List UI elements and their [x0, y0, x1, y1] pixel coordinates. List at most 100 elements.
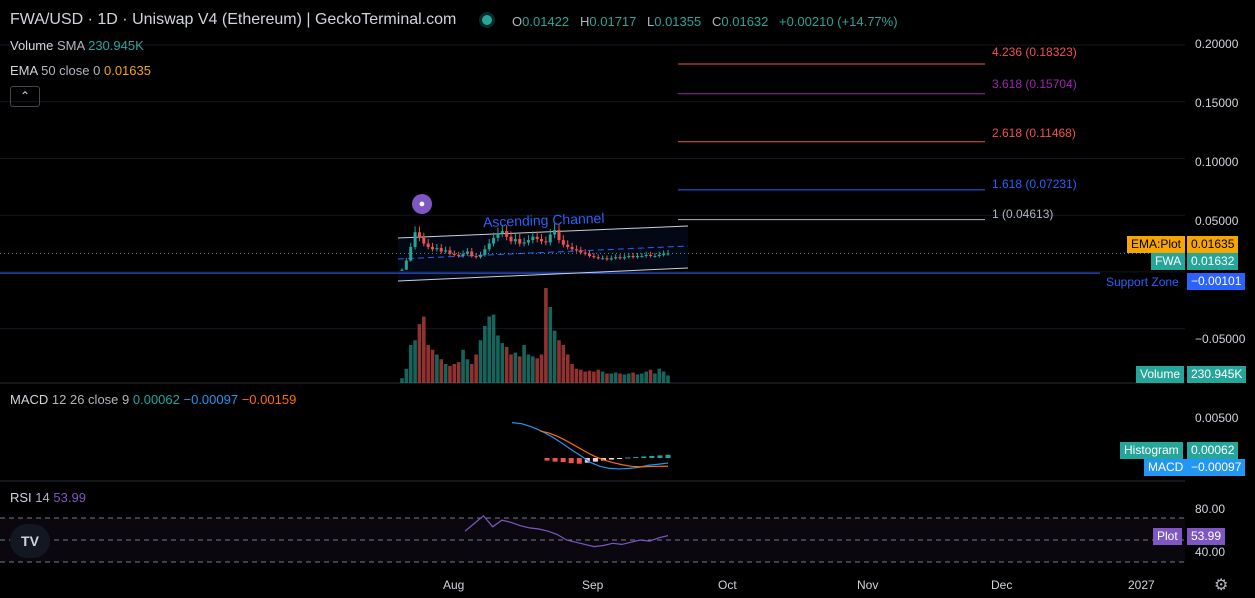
volume-bar — [578, 369, 583, 383]
ohlc-open: O0.01422 — [512, 14, 569, 30]
fwa-tag-label: FWA — [1151, 253, 1186, 270]
x-tick-label: Nov — [857, 578, 879, 592]
chart-title: FWA/USD · 1D · Uniswap V4 (Ethereum) | G… — [10, 11, 457, 28]
volume-bar — [609, 373, 614, 383]
rsi-band — [0, 518, 1185, 562]
volume-bar — [461, 349, 465, 383]
volume-bar — [439, 359, 444, 383]
ohlc-open-key: O — [512, 14, 523, 29]
volume-bar — [661, 371, 666, 383]
volume-legend-value: 230.945K — [88, 38, 144, 53]
channel-upper-line — [397, 225, 689, 239]
volume-bar — [448, 365, 452, 383]
candle-body — [492, 237, 496, 244]
candle-body — [435, 248, 439, 250]
candle-body — [596, 257, 600, 259]
gear-icon[interactable]: ⚙ — [1214, 577, 1229, 594]
rsi-y-tick-label: 40.00 — [1195, 545, 1226, 559]
volume-bar — [443, 364, 448, 383]
candle-body — [457, 254, 461, 257]
macd-histogram-bar — [665, 454, 671, 458]
macd-histogram-bar — [649, 455, 655, 458]
rsi-legend[interactable]: RSI 14 53.99 — [10, 490, 86, 506]
volume-bar — [600, 371, 605, 383]
candle-body — [452, 253, 456, 255]
ohlc-close-value: 0.01632 — [721, 14, 769, 29]
rsi-line — [464, 514, 669, 548]
candle-body — [553, 229, 557, 235]
candle-body — [601, 258, 605, 260]
candle-body — [631, 256, 635, 258]
candle-body — [548, 234, 552, 243]
volume-bar — [456, 362, 461, 383]
candle-body — [448, 250, 452, 254]
candle-body — [404, 260, 408, 270]
macd-tag-label: MACD — [1144, 459, 1188, 476]
candle-body — [666, 253, 670, 255]
candle-body — [627, 256, 631, 258]
ohlc-close: C0.01632 — [712, 14, 768, 30]
candle-body — [518, 239, 522, 244]
support-label[interactable]: Support Zone — [1106, 275, 1179, 289]
volume-bar — [474, 354, 478, 383]
volume-bar — [592, 371, 596, 383]
candle-body — [557, 229, 561, 241]
volume-bar — [435, 354, 439, 383]
tradingview-logo-icon[interactable]: TV — [10, 524, 50, 558]
volume-bar — [666, 375, 670, 383]
ema-tag-value: 0.01635 — [1187, 236, 1239, 253]
y-tick-label: 0.10000 — [1195, 155, 1239, 169]
volume-legend[interactable]: Volume SMA 230.945K — [10, 38, 144, 54]
macd-legend-v2: −0.00097 — [183, 392, 239, 407]
volume-bar — [548, 307, 553, 383]
candle-body — [483, 249, 487, 255]
macd-histogram-bar — [568, 458, 574, 464]
volume-bar — [513, 352, 518, 383]
volume-bar — [557, 340, 561, 383]
candle-body — [618, 257, 622, 259]
volume-bar — [426, 345, 430, 383]
volume-bar — [465, 359, 470, 383]
candle-body — [426, 243, 430, 247]
macd-histogram-bar — [560, 458, 566, 463]
volume-bar — [404, 368, 409, 383]
candle-body — [561, 240, 565, 245]
candle-body — [592, 256, 596, 258]
volume-bar — [509, 354, 513, 383]
ema-tag-label: EMA:Plot — [1127, 236, 1186, 253]
candle-body — [583, 252, 587, 254]
volume-bar — [631, 372, 635, 383]
user-avatar-icon[interactable]: ● — [412, 194, 432, 214]
x-tick-label: 2027 — [1128, 578, 1155, 592]
volume-bar — [596, 369, 601, 383]
candle-body — [500, 231, 504, 234]
candle-body — [461, 253, 465, 257]
macd-y-tick-label: 0.00500 — [1195, 411, 1239, 425]
ema-legend[interactable]: EMA 50 close 0 0.01635 — [10, 63, 151, 79]
volume-bar — [657, 368, 662, 383]
volume-legend-type: SMA — [57, 38, 85, 53]
candle-body — [522, 242, 526, 244]
candle-body — [422, 237, 426, 244]
volume-bar — [605, 373, 609, 383]
volume-bar — [613, 372, 618, 383]
x-tick-label: Oct — [718, 578, 737, 592]
macd-histogram-bar — [657, 455, 663, 458]
volume-bar — [478, 340, 483, 383]
volume-tag-label: Volume — [1136, 366, 1185, 383]
macd-legend[interactable]: MACD 12 26 close 9 0.00062 −0.00097 −0.0… — [10, 392, 296, 408]
volume-bar — [526, 354, 531, 383]
fib-label-4236: 4.236 (0.18323) — [992, 45, 1077, 59]
candle-body — [444, 250, 448, 252]
candle-body — [635, 256, 639, 258]
candle-body — [605, 258, 609, 260]
ohlc-low-value: 0.01355 — [654, 14, 702, 29]
ohlc-low-key: L — [647, 14, 655, 29]
candle-body — [570, 246, 574, 250]
candle-body — [588, 253, 592, 257]
collapse-legend-button[interactable]: ⌃ — [10, 86, 40, 107]
macd-histogram-bar — [625, 457, 631, 459]
candle-body — [474, 256, 478, 258]
candle-body — [640, 256, 644, 258]
